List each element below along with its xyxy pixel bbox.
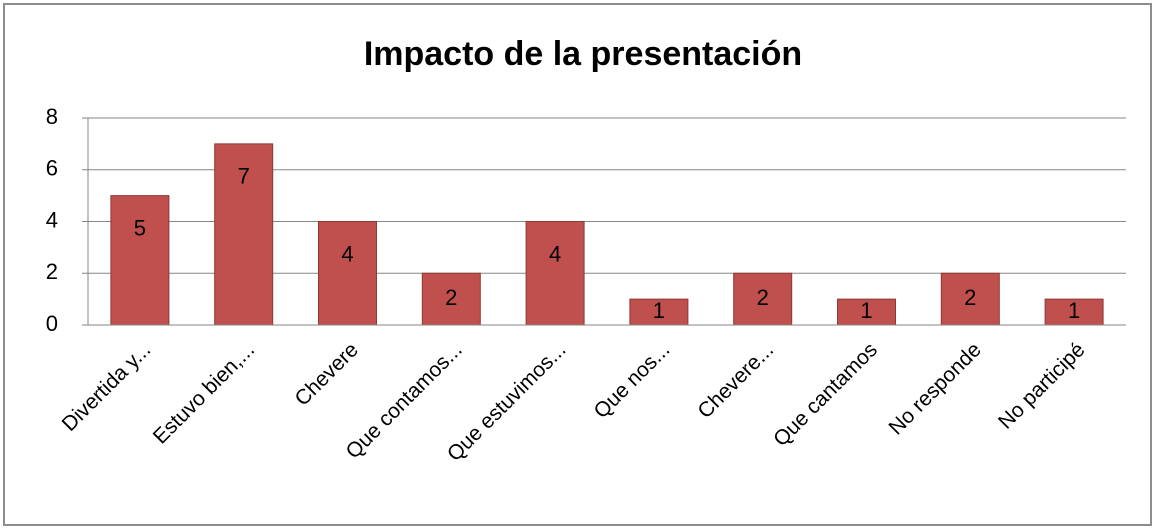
data-label: 4 (549, 241, 561, 266)
bar (318, 221, 377, 326)
y-tick-label: 0 (46, 311, 58, 336)
bar (629, 298, 689, 326)
data-label: 1 (1068, 298, 1080, 323)
y-tick-label: 4 (46, 207, 58, 232)
data-label: 4 (341, 241, 353, 266)
bar (837, 298, 896, 326)
data-label: 1 (860, 298, 872, 323)
data-label: 7 (238, 164, 250, 189)
y-tick-label: 8 (46, 104, 58, 129)
bar (110, 195, 170, 326)
y-tick-label: 6 (46, 156, 58, 181)
chart-title: Impacto de la presentación (364, 35, 802, 73)
y-tick-label: 2 (46, 259, 58, 284)
bar (940, 272, 1000, 326)
data-label: 2 (445, 285, 457, 310)
data-label: 1 (653, 298, 665, 323)
bar (525, 221, 585, 326)
data-label: 2 (757, 285, 769, 310)
bar (214, 143, 274, 326)
bar (733, 272, 793, 326)
bar (421, 272, 481, 326)
data-label: 2 (964, 285, 976, 310)
data-label: 5 (134, 215, 146, 240)
